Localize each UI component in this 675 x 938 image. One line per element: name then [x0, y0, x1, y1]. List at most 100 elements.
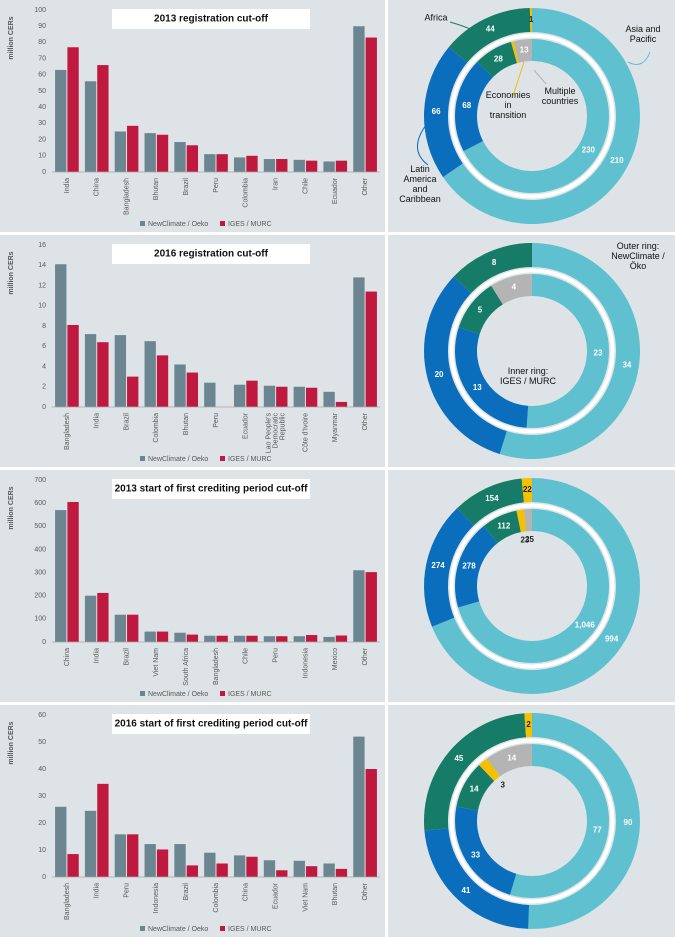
segment-label: 77	[593, 826, 602, 835]
bar	[365, 769, 377, 877]
bar	[144, 133, 156, 172]
donut-segment	[424, 508, 474, 627]
donut-segment	[423, 47, 468, 178]
segment-label: 20	[435, 370, 444, 379]
segment-label: 3	[500, 781, 505, 790]
segment-label: 66	[432, 107, 441, 116]
bar	[263, 385, 276, 407]
bar	[114, 614, 127, 642]
bar	[293, 636, 305, 642]
y-tick-label: 50	[38, 88, 46, 95]
x-tick-label: Indonesia	[302, 648, 309, 678]
bar	[204, 852, 216, 877]
annotation: Inner ring: IGES / MURC	[500, 366, 557, 386]
y-tick-label: 80	[38, 39, 46, 46]
segment-label: 22	[523, 485, 532, 494]
text-line: Lao People's	[265, 413, 272, 454]
donut-segment	[483, 510, 521, 544]
y-tick-label: 2	[42, 384, 46, 391]
y-tick-label: 40	[38, 766, 46, 773]
y-tick-label: 8	[42, 323, 46, 330]
segment-label: 23	[594, 348, 603, 357]
x-tick-label: Myanmar	[332, 412, 339, 442]
y-tick-label: 20	[38, 820, 46, 827]
legend-label: NewClimate / Oeko	[148, 691, 208, 698]
bar	[353, 26, 365, 173]
x-tick-label: Bangladesh	[64, 883, 71, 920]
bar	[335, 635, 348, 642]
y-tick-label: 10	[38, 303, 46, 310]
bar	[156, 849, 169, 877]
x-tick-label: India	[64, 178, 71, 193]
segment-label: 68	[462, 101, 471, 110]
text-line: countries	[542, 96, 579, 106]
segment-label: 274	[431, 561, 445, 570]
bar	[323, 636, 335, 642]
donut-segment	[453, 243, 532, 294]
text-line: Pacific	[630, 34, 657, 44]
bar	[293, 159, 305, 172]
x-tick-label: Brazil	[123, 648, 130, 666]
bar	[323, 391, 335, 407]
bar	[365, 572, 377, 642]
bar	[127, 614, 139, 642]
leader-line	[449, 21, 489, 41]
y-tick-label: 500	[34, 523, 46, 530]
segment-label: 13	[520, 46, 529, 55]
leader-line	[512, 61, 525, 97]
text-line: Latin	[410, 164, 430, 174]
y-tick-label: 10	[38, 153, 46, 160]
bar	[204, 635, 216, 642]
bar	[204, 382, 216, 407]
text-line: and	[412, 184, 427, 194]
bar	[55, 69, 67, 172]
y-axis-label: million CERs	[8, 486, 15, 529]
category-label: Latin America and Caribbean	[399, 164, 441, 204]
bar	[114, 131, 127, 172]
y-axis-label: million CERs	[8, 721, 15, 764]
donut-segment	[458, 285, 503, 335]
bar	[246, 635, 258, 642]
x-tick-label: Côte d'Ivoire	[302, 413, 309, 452]
bar	[353, 570, 365, 642]
bar	[174, 142, 186, 172]
segment-label: 28	[494, 54, 503, 63]
bar	[305, 635, 318, 642]
y-tick-label: 600	[34, 500, 46, 507]
y-axis-label: million CERs	[8, 251, 15, 294]
legend-swatch	[140, 221, 145, 226]
donut-segment	[454, 327, 529, 428]
x-tick-label: Bhutan	[183, 413, 190, 435]
x-tick-label: Colombia	[243, 178, 250, 208]
category-label: Economies in transition	[486, 90, 531, 120]
x-tick-label: Peru	[123, 883, 130, 898]
text-line: Democratic	[272, 413, 279, 449]
x-tick-label: Ecuador	[272, 882, 279, 909]
donut-segment	[529, 8, 532, 33]
bar	[55, 806, 67, 877]
ring-separator	[449, 503, 615, 669]
title-box	[112, 714, 310, 734]
segment-label: 1,046	[575, 621, 596, 630]
x-tick-label: Peru	[272, 648, 279, 663]
bar	[67, 501, 79, 642]
donut-segment	[455, 61, 493, 152]
bar	[353, 277, 365, 407]
donut-segment	[516, 509, 527, 533]
category-label: Multiple countries	[542, 86, 579, 106]
bar	[67, 324, 79, 407]
y-tick-label: 4	[42, 363, 46, 370]
legend-swatch	[220, 456, 225, 461]
bar	[97, 342, 109, 407]
y-tick-label: 90	[38, 23, 46, 30]
ring-separator	[449, 33, 615, 199]
category-label: Africa	[424, 12, 447, 22]
y-tick-label: 60	[38, 712, 46, 719]
bar	[97, 65, 109, 172]
text-line: IGES / MURC	[500, 376, 557, 386]
bar	[365, 37, 377, 172]
ring-separator	[449, 738, 615, 904]
bar	[233, 157, 246, 172]
donut-segment	[424, 713, 527, 831]
